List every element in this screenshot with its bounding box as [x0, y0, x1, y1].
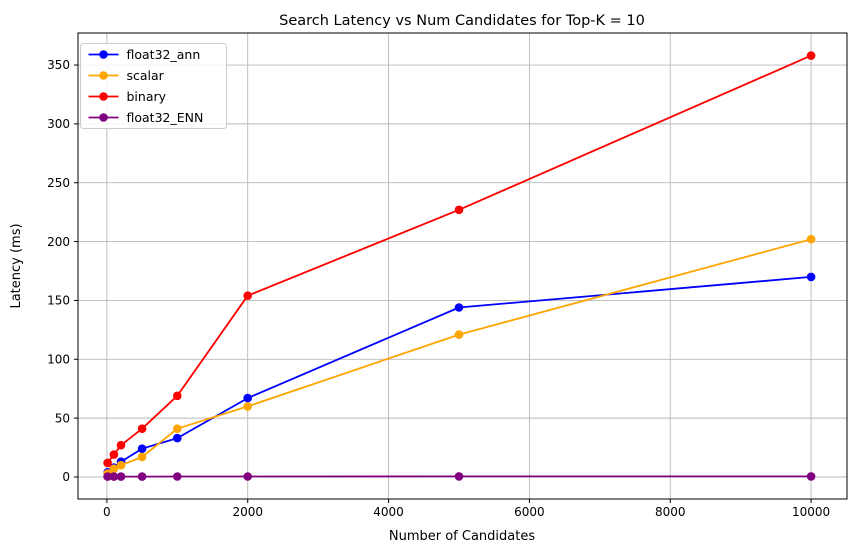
- data-point-scalar: [109, 464, 119, 474]
- axes: [74, 32, 848, 503]
- data-point-binary: [109, 450, 119, 459]
- legend-label: scalar: [127, 68, 165, 83]
- data-point-binary: [103, 458, 112, 468]
- legend-marker-dot: [99, 92, 108, 101]
- data-point-float32_ann: [454, 303, 464, 312]
- data-point-scalar: [173, 424, 182, 434]
- legend-marker-dot: [99, 71, 108, 80]
- data-point-float32_ann: [806, 272, 816, 282]
- data-point-scalar: [137, 452, 147, 462]
- data-point-binary: [806, 51, 816, 60]
- data-point-binary: [137, 424, 147, 434]
- series-binary: [103, 51, 816, 468]
- grid-lines: [78, 33, 847, 499]
- tick-labels: 0 2000 4000 6000 8000 10000 0 50 100 150 200 250 300…: [47, 58, 830, 519]
- y-tick-label: 0: [62, 470, 70, 484]
- y-tick-label: 150: [47, 294, 70, 308]
- y-tick-label: 350: [47, 58, 70, 72]
- data-point-float32_ENN: [137, 472, 147, 481]
- series-float32_ann: [103, 272, 816, 477]
- y-tick-label: 250: [47, 176, 70, 190]
- legend-label: binary: [127, 89, 167, 104]
- series-float32_ENN: [103, 472, 816, 481]
- data-point-float32_ENN: [243, 472, 252, 481]
- legend-box: [80, 43, 227, 129]
- data-point-scalar: [116, 460, 126, 470]
- data-point-binary: [116, 440, 126, 450]
- data-point-binary: [243, 291, 252, 301]
- data-point-float32_ENN: [806, 472, 816, 481]
- x-tick-label: 2000: [232, 505, 263, 519]
- plot-border: [77, 32, 848, 500]
- y-tick-label: 200: [47, 235, 70, 249]
- legend-marker-dot: [99, 113, 108, 122]
- x-tick-label: 0: [103, 505, 111, 519]
- data-point-float32_ENN: [109, 472, 119, 481]
- y-tick-label: 50: [55, 411, 70, 425]
- series-line-scalar: [107, 238, 812, 475]
- data-point-binary: [454, 205, 464, 215]
- y-tick-label: 100: [47, 352, 70, 366]
- data-point-float32_ann: [243, 393, 252, 403]
- x-tick-label: 8000: [655, 505, 686, 519]
- data-point-float32_ENN: [116, 472, 126, 481]
- legend-label: float32_ENN: [127, 110, 204, 125]
- data-point-scalar: [806, 234, 816, 244]
- legend-item-binary: binary: [88, 89, 167, 104]
- legend-marker-dot: [99, 50, 108, 59]
- y-axis-label: Latency (ms): [9, 223, 24, 308]
- series-scalar: [103, 234, 816, 478]
- data-point-float32_ENN: [454, 472, 464, 481]
- data-point-scalar: [243, 402, 252, 411]
- data-series: [103, 51, 816, 481]
- data-point-binary: [173, 391, 182, 401]
- y-tick-label: 300: [47, 117, 70, 131]
- legend-item-float32_ann: float32_ann: [88, 47, 201, 62]
- data-point-float32_ann: [137, 444, 147, 454]
- x-tick-label: 4000: [373, 505, 404, 519]
- legend-item-scalar: scalar: [88, 68, 165, 83]
- data-point-float32_ENN: [103, 472, 112, 481]
- data-point-float32_ann: [173, 433, 182, 443]
- x-axis-label: Number of Candidates: [389, 529, 535, 544]
- data-point-float32_ENN: [173, 472, 182, 481]
- data-point-scalar: [454, 330, 464, 339]
- legend-label: float32_ann: [127, 47, 201, 62]
- chart-title: Search Latency vs Num Candidates for Top…: [279, 13, 645, 29]
- x-tick-label: 6000: [514, 505, 545, 519]
- legend-item-float32_ENN: float32_ENN: [88, 110, 204, 125]
- x-tick-label: 10000: [792, 505, 830, 519]
